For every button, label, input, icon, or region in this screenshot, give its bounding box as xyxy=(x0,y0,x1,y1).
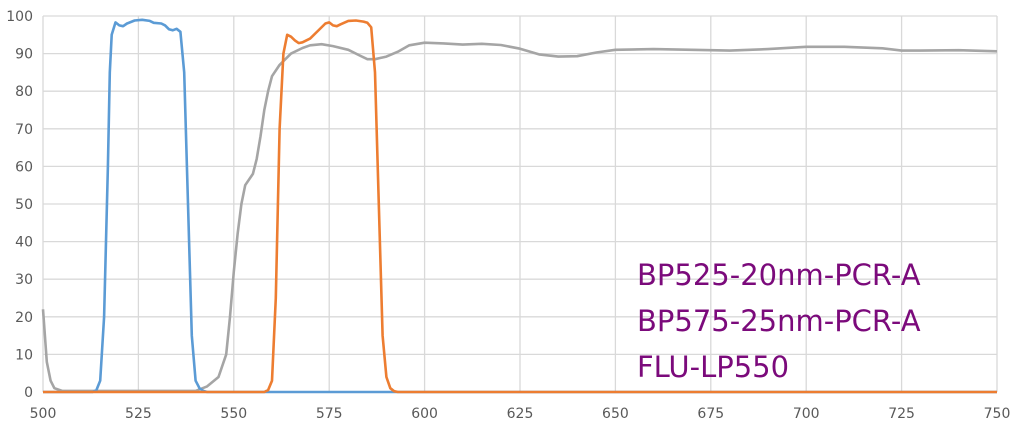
series-lines xyxy=(41,18,998,394)
x-tick-label: 500 xyxy=(30,406,57,422)
y-tick-label: 60 xyxy=(15,159,33,175)
y-tick-label: 20 xyxy=(15,310,33,326)
y-tick-label: 90 xyxy=(15,47,33,63)
x-tick-label: 600 xyxy=(411,406,438,422)
y-tick-label: 0 xyxy=(24,385,33,401)
y-tick-label: 30 xyxy=(15,272,33,288)
legend-entry-bp575: BP575-25nm-PCR-A xyxy=(637,304,921,338)
x-tick-label: 650 xyxy=(602,406,629,422)
legend-entry-flu-lp550: FLU-LP550 xyxy=(637,350,790,384)
y-tick-label: 70 xyxy=(15,122,33,138)
x-tick-label: 675 xyxy=(697,406,724,422)
series-line-flu-lp550 xyxy=(41,41,998,393)
series-line-bp575-25nm-pcr-a xyxy=(43,19,997,394)
x-tick-label: 625 xyxy=(507,406,534,422)
x-tick-label: 575 xyxy=(316,406,343,422)
x-tick-label: 550 xyxy=(220,406,247,422)
x-tick-label: 750 xyxy=(984,406,1011,422)
y-tick-label: 40 xyxy=(15,235,33,251)
x-tick-label: 725 xyxy=(888,406,915,422)
y-tick-label: 10 xyxy=(15,347,33,363)
series-line-bp525-20nm-pcr-a xyxy=(43,18,997,394)
y-tick-label: 80 xyxy=(15,84,33,100)
y-tick-label: 100 xyxy=(6,9,33,25)
x-tick-label: 525 xyxy=(125,406,152,422)
grid xyxy=(42,15,998,393)
y-axis-ticks: 0 10 20 30 40 50 60 70 80 90 100 xyxy=(6,9,33,401)
x-axis-ticks: 500 525 550 575 600 625 650 675 700 725 750 xyxy=(30,406,1011,422)
legend: BP525-20nm-PCR-A BP575-25nm-PCR-A FLU-LP… xyxy=(637,252,921,390)
legend-entry-bp525: BP525-20nm-PCR-A xyxy=(637,258,921,292)
y-tick-label: 50 xyxy=(15,197,33,213)
x-tick-label: 700 xyxy=(793,406,820,422)
